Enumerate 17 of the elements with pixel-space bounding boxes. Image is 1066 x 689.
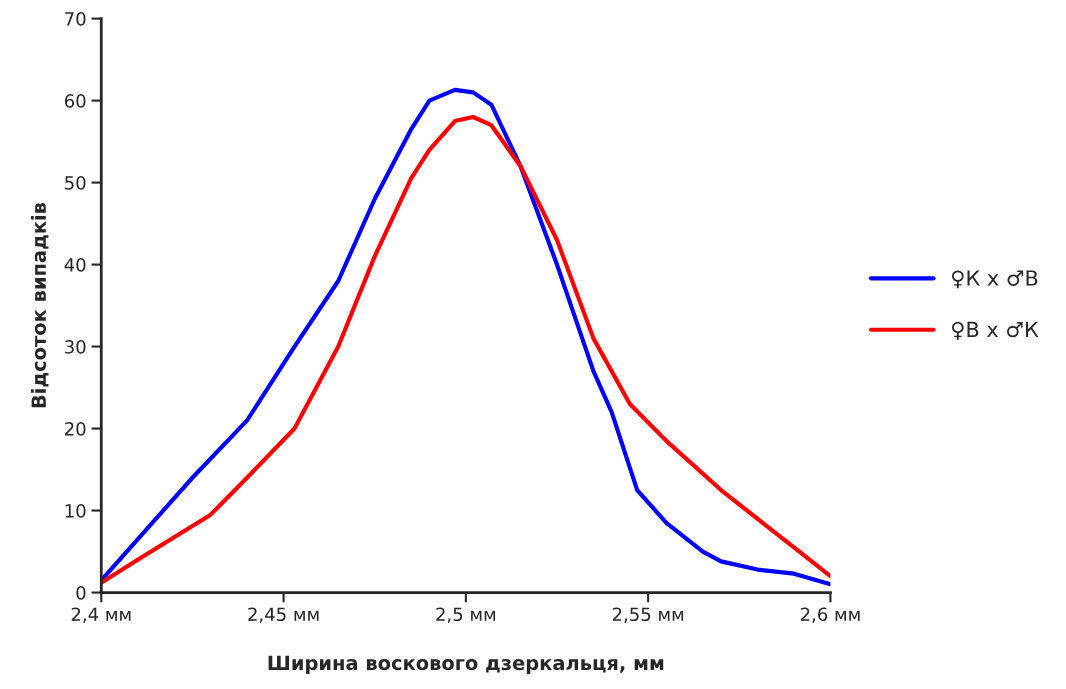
y-tick-label: 30 [65, 340, 86, 354]
x-tick-label: 2,4 мм [71, 607, 131, 623]
x-tick-label: 2,45 мм [248, 607, 319, 623]
y-tick-label: 20 [65, 422, 86, 436]
y-tick-label: 60 [64, 94, 86, 108]
y-tick-label: 50 [65, 176, 86, 190]
y-tick-label: 0 [76, 586, 86, 600]
x-tick-label: 2,6 мм [800, 607, 860, 623]
legend-label: ♀В х ♂К [951, 321, 1039, 340]
y-axis-title: Відсоток випадків [31, 202, 49, 408]
legend-label: ♀К х ♂В [951, 270, 1038, 289]
y-tick-label: 10 [65, 504, 86, 518]
x-tick-label: 2,55 мм [612, 607, 684, 623]
x-axis-title: Ширина воскового дзеркальця, мм [268, 655, 664, 674]
y-tick-label: 70 [65, 12, 86, 26]
y-tick-label: 40 [64, 258, 86, 272]
x-tick-label: 2,5 мм [436, 607, 496, 623]
